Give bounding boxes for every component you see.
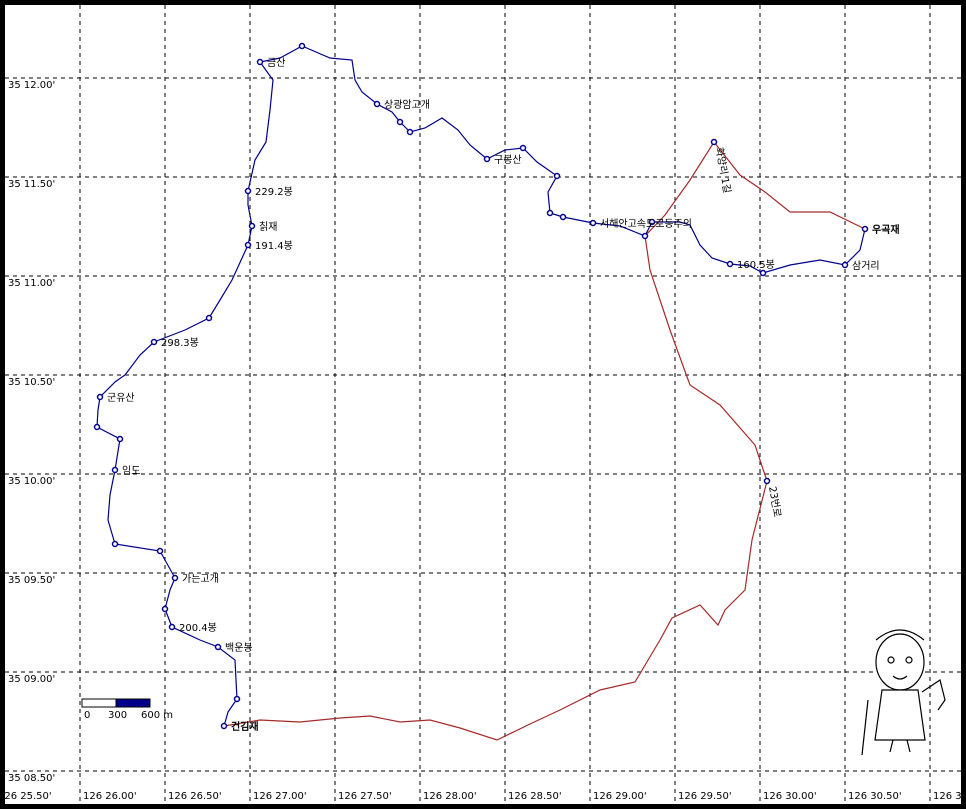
- waypoint-label: 삼거리: [852, 260, 880, 272]
- waypoint: [248, 222, 256, 230]
- lat-label: 35 10.50': [8, 377, 55, 388]
- waypoint: [93, 423, 101, 431]
- scale-navy: [115, 698, 151, 708]
- waypoint: [726, 260, 734, 268]
- lon-label: 126 25.50': [5, 791, 52, 802]
- lat-label: 35 09.50': [8, 575, 55, 586]
- lat-label: 35 12.00': [8, 80, 55, 91]
- waypoint: [589, 219, 597, 227]
- waypoint-label: 191.4봉: [255, 240, 293, 252]
- waypoint: [406, 128, 414, 136]
- waypoint-label: 건김재: [231, 720, 259, 733]
- waypoint-label: 금산: [267, 57, 285, 69]
- waypoint: [861, 225, 869, 233]
- blue-route: [96, 45, 866, 727]
- waypoint: [150, 338, 158, 346]
- waypoint: [233, 695, 241, 703]
- waypoint: [759, 269, 767, 277]
- waypoint-label: 군유산: [107, 392, 135, 404]
- waypoint: [559, 213, 567, 221]
- waypoint-label: 우곡재: [872, 223, 900, 236]
- lon-label: 126 31.00': [933, 791, 961, 802]
- waypoint-label: 298.3봉: [161, 337, 199, 349]
- map: 35 12.00' 35 11.50' 35 11.00' 35 10.50' 35 1…: [5, 5, 961, 804]
- lat-label: 35 10.00': [8, 476, 55, 487]
- waypoint: [244, 241, 252, 249]
- lat-label: 35 11.00': [8, 278, 55, 289]
- waypoint-label: 임도: [122, 464, 140, 477]
- waypoint-label: 백운봉: [225, 642, 253, 654]
- lon-label: 126 27.50': [338, 791, 392, 802]
- waypoint: [111, 466, 119, 474]
- waypoint: [256, 58, 264, 66]
- waypoint: [648, 218, 656, 226]
- waypoint-label: 229.2봉: [255, 186, 293, 198]
- scale-white: [81, 698, 117, 708]
- lon-label: 126 29.00': [593, 791, 647, 802]
- lon-label: 126 29.50': [678, 791, 732, 802]
- waypoint-label: 서해안고속도로동주의: [600, 217, 692, 230]
- waypoint: [111, 540, 119, 548]
- waypoint-label: 가는고개: [182, 573, 219, 585]
- waypoint: [220, 722, 228, 730]
- waypoint: [205, 314, 213, 322]
- waypoint: [396, 118, 404, 126]
- waypoint: [546, 209, 554, 217]
- grid: 35 12.00' 35 11.50' 35 11.00' 35 10.50' 35 1…: [5, 5, 961, 804]
- waypoint: [116, 435, 124, 443]
- waypoint: [171, 574, 179, 582]
- lon-label: 126 30.50': [848, 791, 902, 802]
- lat-label: 35 09.00': [8, 674, 55, 685]
- waypoint: [373, 100, 381, 108]
- waypoint-label: 200.4봉: [179, 622, 217, 634]
- waypoint: [168, 623, 176, 631]
- waypoint: [96, 393, 104, 401]
- waypoint: [710, 138, 718, 146]
- lon-label: 126 26.50': [168, 791, 222, 802]
- lon-label: 126 28.50': [508, 791, 562, 802]
- lon-label: 126 28.00': [423, 791, 477, 802]
- scale-label: 300: [108, 710, 127, 721]
- lat-label: 35 11.50': [8, 179, 55, 190]
- waypoint: [841, 261, 849, 269]
- scale-label: 0: [84, 710, 90, 721]
- waypoint-label: 화양리 1길: [713, 146, 734, 194]
- lat-label: 35 08.50': [8, 773, 55, 784]
- waypoint: [519, 144, 527, 152]
- waypoint-label: 160.5봉: [737, 259, 775, 271]
- lon-label: 126 30.00': [763, 791, 817, 802]
- cartoon: [861, 629, 946, 756]
- lon-label: 126 27.00': [253, 791, 307, 802]
- red-route: [223, 140, 866, 741]
- waypoint: [641, 232, 649, 240]
- waypoint: [156, 547, 164, 555]
- waypoint: [483, 155, 491, 163]
- waypoint: [298, 42, 306, 50]
- waypoint: [244, 187, 252, 195]
- waypoint: [214, 643, 222, 651]
- scale-label: 600 m: [141, 710, 173, 721]
- waypoint-label: 칡재: [259, 221, 277, 233]
- waypoint-label: 23번로: [766, 485, 783, 518]
- lon-label: 126 26.00': [83, 791, 137, 802]
- waypoint: [763, 477, 771, 485]
- waypoint: [553, 172, 561, 180]
- scale-bar: 0 300 600 m: [81, 698, 173, 721]
- waypoint-label: 구봉산: [494, 154, 522, 166]
- waypoint-label: 상광암고개: [384, 99, 430, 111]
- waypoint: [161, 605, 169, 613]
